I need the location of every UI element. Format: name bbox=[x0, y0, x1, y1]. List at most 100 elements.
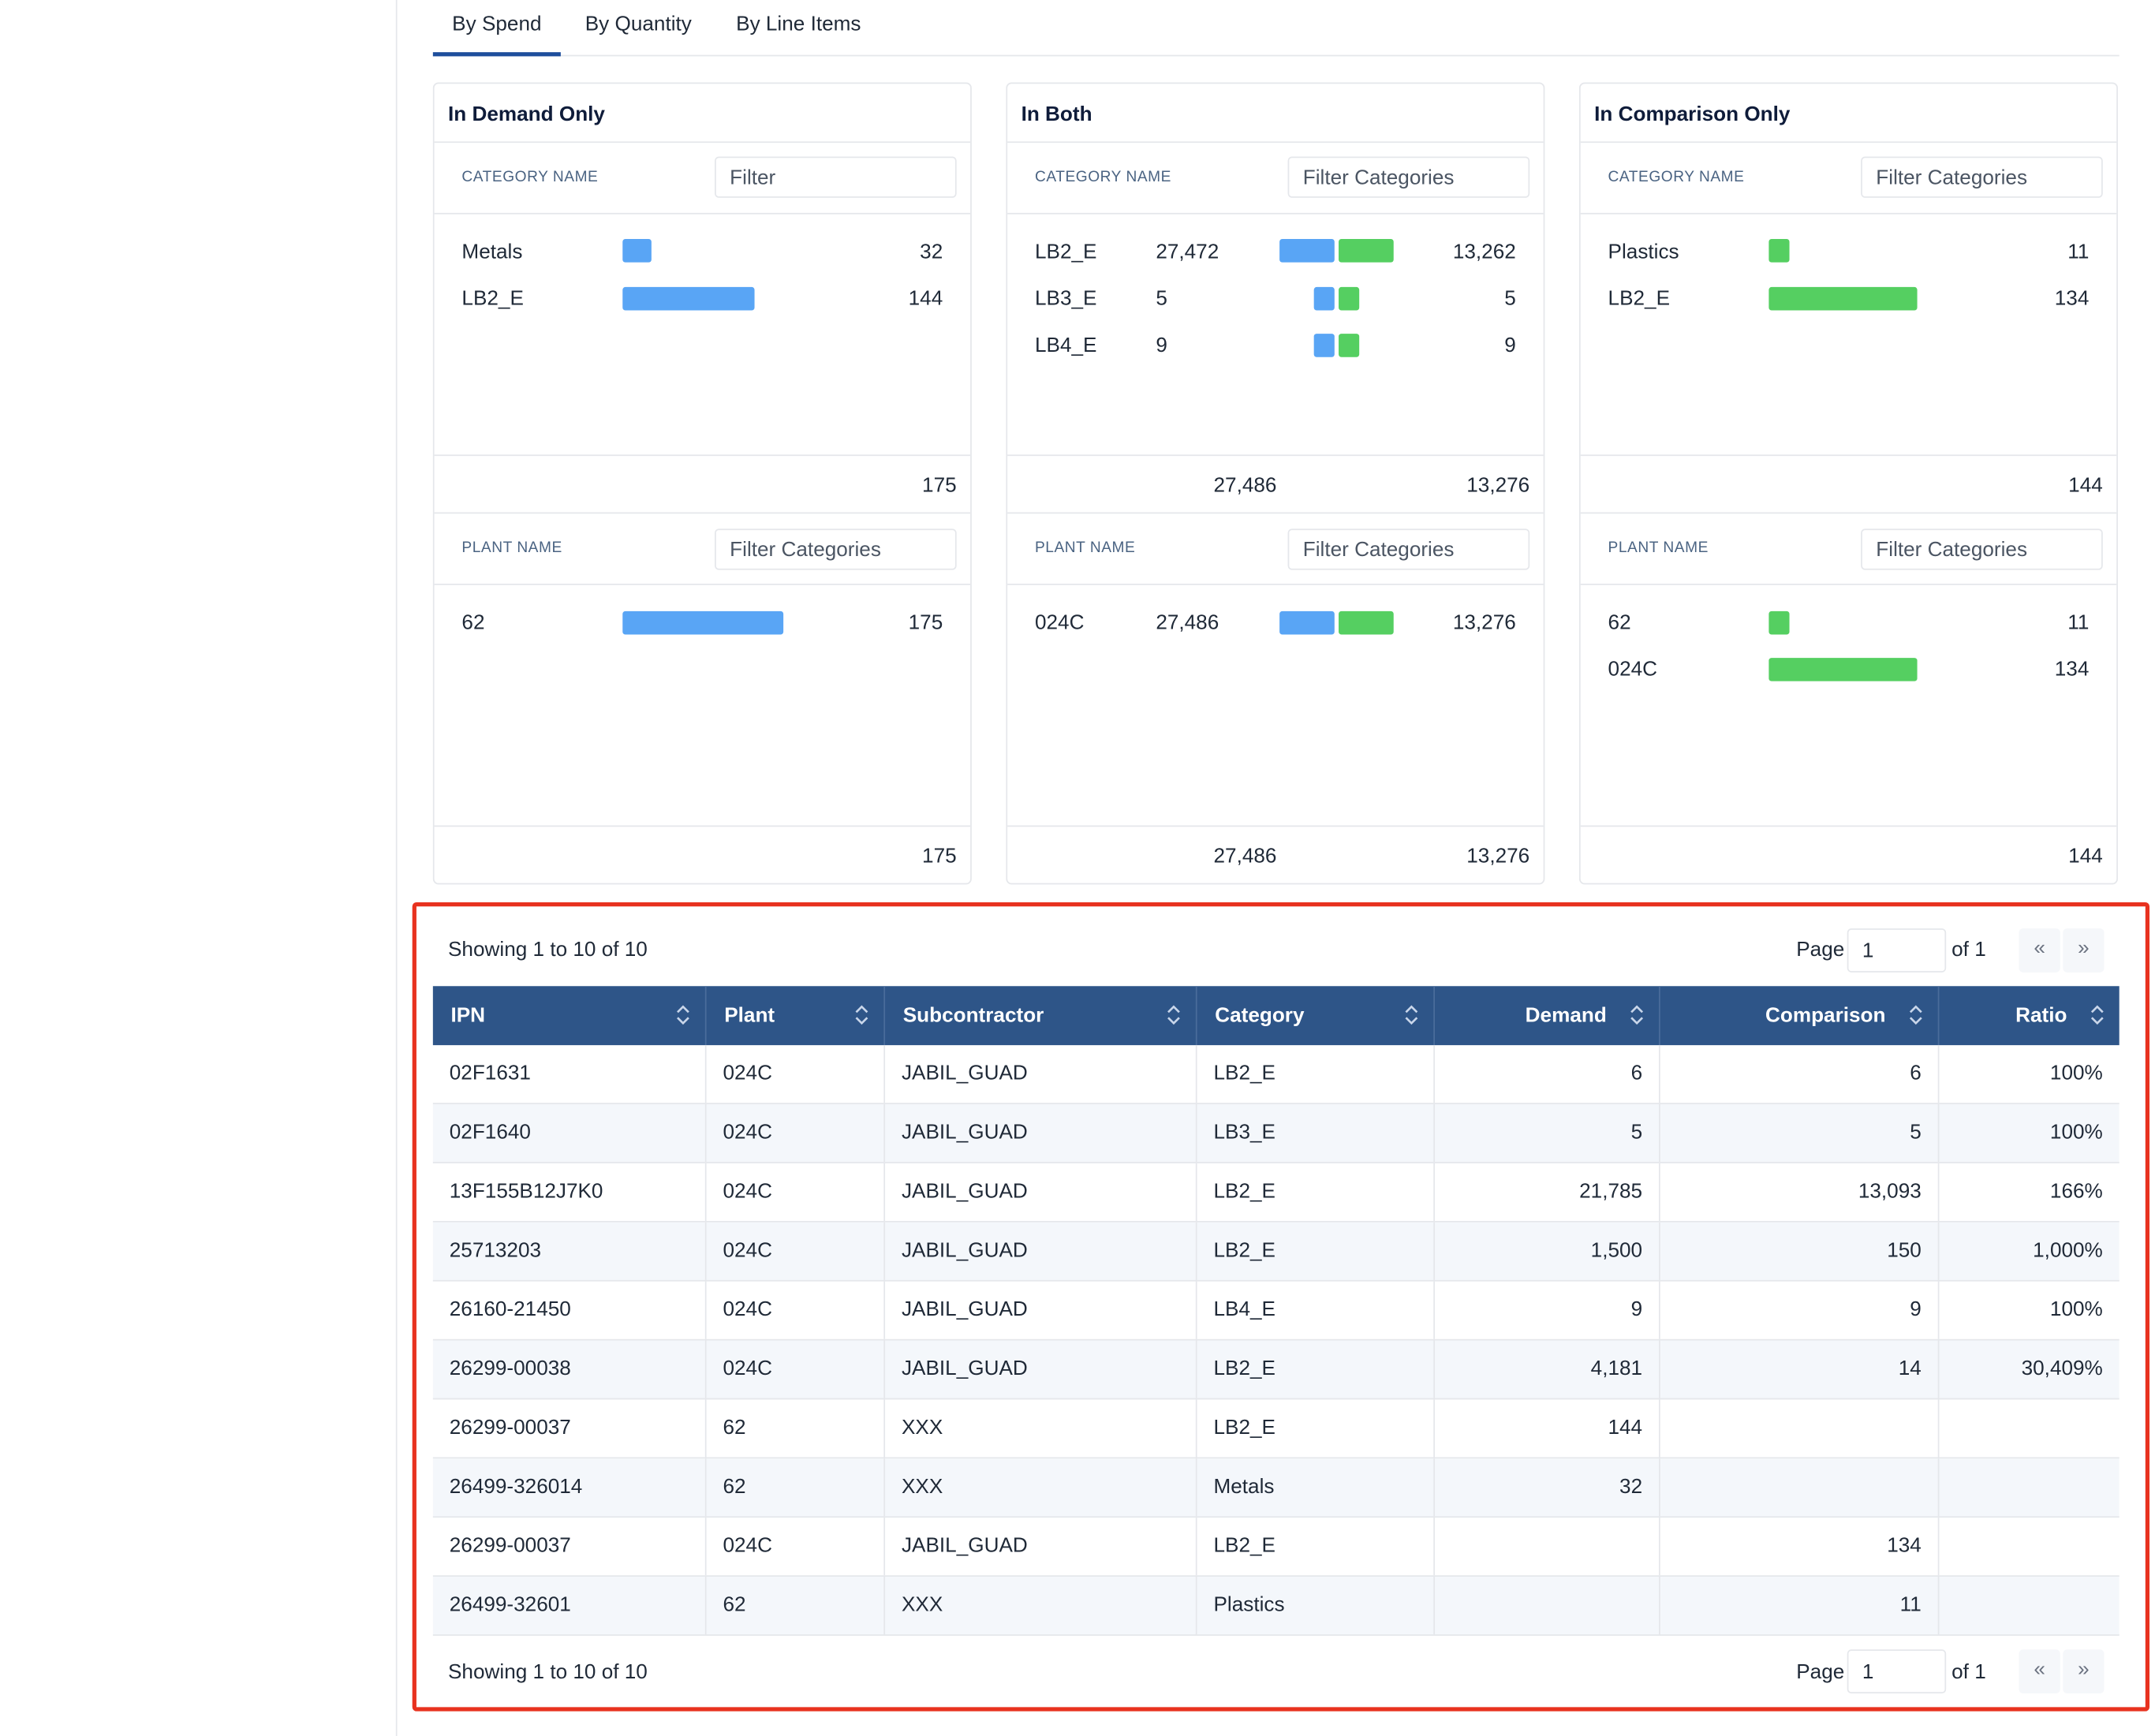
category-filter-input[interactable] bbox=[1287, 156, 1530, 198]
comparison-cell: 6 bbox=[1660, 1045, 1940, 1103]
category-row-label: LB2_E bbox=[461, 286, 524, 311]
column-header-ratio[interactable]: Ratio bbox=[1939, 986, 2119, 1045]
demand-cell bbox=[1435, 1577, 1660, 1635]
next-page-button-top[interactable]: » bbox=[2063, 928, 2105, 973]
plant-cell: 62 bbox=[707, 1458, 886, 1517]
category-row-value: 134 bbox=[2054, 286, 2090, 311]
category-row-value: 32 bbox=[920, 240, 943, 264]
comparison-bar bbox=[1339, 334, 1360, 357]
category-cell: Plastics bbox=[1197, 1577, 1436, 1635]
plant-cell: 024C bbox=[707, 1045, 886, 1103]
demand-cell: 1,500 bbox=[1435, 1222, 1660, 1280]
category-row-demand: 9 bbox=[1156, 334, 1167, 357]
column-header-demand[interactable]: Demand bbox=[1435, 986, 1660, 1046]
category-total: 144 bbox=[2068, 473, 2103, 498]
subcontractor-cell: JABIL_GUAD bbox=[885, 1518, 1197, 1576]
category-row-demand: 5 bbox=[1156, 286, 1167, 311]
sort-icon bbox=[1167, 1005, 1180, 1025]
plant-filter-input[interactable] bbox=[715, 528, 957, 570]
comparison-cell: 9 bbox=[1660, 1281, 1940, 1339]
demand-cell: 32 bbox=[1435, 1458, 1660, 1517]
table-row[interactable]: 02F1640 024C JABIL_GUAD LB3_E 5 5 100% bbox=[432, 1104, 2120, 1163]
table-row[interactable]: 26299-00037 024C JABIL_GUAD LB2_E 134 bbox=[432, 1518, 2120, 1577]
subcontractor-cell: XXX bbox=[885, 1577, 1197, 1635]
subcontractor-cell: JABIL_GUAD bbox=[885, 1281, 1197, 1339]
category-row-comparison: 9 bbox=[1504, 334, 1516, 357]
plant-row-value: 134 bbox=[2054, 658, 2090, 681]
category-cell: LB2_E bbox=[1197, 1045, 1436, 1103]
table-row[interactable]: 26499-326014 62 XXX Metals 32 bbox=[432, 1458, 2120, 1518]
category-total-demand: 27,486 bbox=[1213, 473, 1277, 498]
category-name-label: CATEGORY NAME bbox=[1608, 169, 1745, 186]
panel-in-both: In Both CATEGORY NAME LB2_E 27,472 13,26… bbox=[1006, 82, 1545, 885]
category-name-label: CATEGORY NAME bbox=[461, 169, 599, 186]
ipn-cell: 26299-00037 bbox=[433, 1518, 707, 1576]
column-header-ipn[interactable]: IPN bbox=[433, 986, 707, 1046]
plant-filter-input[interactable] bbox=[1861, 528, 2103, 570]
ratio-cell: 100% bbox=[2049, 1297, 2103, 1322]
tab-by-quantity[interactable]: By Quantity bbox=[585, 12, 692, 36]
category-row-label: LB4_E bbox=[1034, 334, 1097, 357]
ratio-cell bbox=[1939, 1458, 2119, 1516]
column-header-plant[interactable]: Plant bbox=[707, 986, 886, 1046]
page-count-bottom: of 1 bbox=[1951, 1660, 1986, 1684]
category-name-label: CATEGORY NAME bbox=[1034, 169, 1171, 186]
ipn-cell: 02F1640 bbox=[433, 1104, 707, 1163]
category-row-label: LB2_E bbox=[1608, 286, 1671, 311]
showing-count-bottom: Showing 1 to 10 of 10 bbox=[448, 1660, 648, 1684]
category-row-demand: 27,472 bbox=[1156, 240, 1219, 264]
category-row-label: LB3_E bbox=[1034, 286, 1097, 311]
category-row-label: Metals bbox=[461, 240, 523, 264]
demand-bar bbox=[622, 610, 784, 635]
page-count-top: of 1 bbox=[1951, 938, 1986, 961]
ratio-cell bbox=[1939, 1399, 2119, 1457]
category-cell: LB2_E bbox=[1197, 1163, 1436, 1222]
prev-page-button-top[interactable]: « bbox=[2019, 928, 2060, 973]
column-header-comparison[interactable]: Comparison bbox=[1660, 986, 1940, 1046]
category-filter-input[interactable] bbox=[715, 156, 957, 198]
page-label-bottom: Page bbox=[1796, 1660, 1845, 1684]
demand-cell: 144 bbox=[1435, 1399, 1660, 1458]
column-header-subcontractor[interactable]: Subcontractor bbox=[885, 986, 1197, 1046]
sort-icon bbox=[2090, 1005, 2104, 1025]
subcontractor-cell: XXX bbox=[885, 1399, 1197, 1458]
table-row[interactable]: 25713203 024C JABIL_GUAD LB2_E 1,500 150 1,000… bbox=[432, 1222, 2120, 1282]
column-header-category[interactable]: Category bbox=[1197, 986, 1436, 1046]
sort-icon bbox=[677, 1005, 689, 1025]
subcontractor-cell: JABIL_GUAD bbox=[885, 1104, 1197, 1163]
page-number-input-bottom[interactable] bbox=[1847, 1649, 1947, 1694]
table-row[interactable]: 02F1631 024C JABIL_GUAD LB2_E 6 6 100% bbox=[432, 1045, 2120, 1105]
demand-bar bbox=[1313, 334, 1335, 357]
plant-name-label: PLANT NAME bbox=[461, 539, 562, 557]
plant-total: 144 bbox=[2068, 844, 2103, 868]
panel-title: In Comparison Only bbox=[1594, 103, 1791, 127]
table-row[interactable]: 26499-32601 62 XXX Plastics 11 bbox=[432, 1577, 2120, 1636]
category-row-label: LB2_E bbox=[1034, 240, 1097, 264]
table-row[interactable]: 26299-00037 62 XXX LB2_E 144 bbox=[432, 1399, 2120, 1459]
plant-cell: 024C bbox=[707, 1518, 886, 1576]
plant-cell: 024C bbox=[707, 1281, 886, 1339]
plant-name-label: PLANT NAME bbox=[1608, 539, 1709, 557]
table-row[interactable]: 26299-00038 024C JABIL_GUAD LB2_E 4,181 14 30,… bbox=[432, 1340, 2120, 1400]
prev-page-button-bottom[interactable]: « bbox=[2019, 1649, 2060, 1694]
category-row-value: 11 bbox=[2067, 240, 2090, 264]
sort-icon bbox=[855, 1005, 868, 1025]
tab-by-spend[interactable]: By Spend bbox=[432, 0, 561, 57]
category-filter-input[interactable] bbox=[1861, 156, 2103, 198]
plant-row-comparison: 13,276 bbox=[1452, 610, 1516, 635]
plant-row-label: 62 bbox=[461, 610, 485, 635]
category-cell: LB2_E bbox=[1197, 1340, 1436, 1398]
plant-filter-input[interactable] bbox=[1287, 528, 1530, 570]
ipn-cell: 02F1631 bbox=[433, 1045, 707, 1103]
demand-cell: 9 bbox=[1435, 1281, 1660, 1339]
tab-by-line-items[interactable]: By Line Items bbox=[736, 12, 861, 36]
ipn-cell: 13F155B12J7K0 bbox=[433, 1163, 707, 1222]
comparison-cell: 14 bbox=[1660, 1340, 1940, 1398]
comparison-cell: 11 bbox=[1660, 1577, 1940, 1635]
table-row[interactable]: 13F155B12J7K0 024C JABIL_GUAD LB2_E 21,785 13… bbox=[432, 1163, 2120, 1223]
page-number-input-top[interactable] bbox=[1847, 928, 1947, 973]
panel-title: In Demand Only bbox=[448, 103, 605, 127]
table-row[interactable]: 26160-21450 024C JABIL_GUAD LB4_E 9 9 100% bbox=[432, 1281, 2120, 1341]
page-label-top: Page bbox=[1796, 938, 1845, 961]
next-page-button-bottom[interactable]: » bbox=[2063, 1649, 2105, 1694]
